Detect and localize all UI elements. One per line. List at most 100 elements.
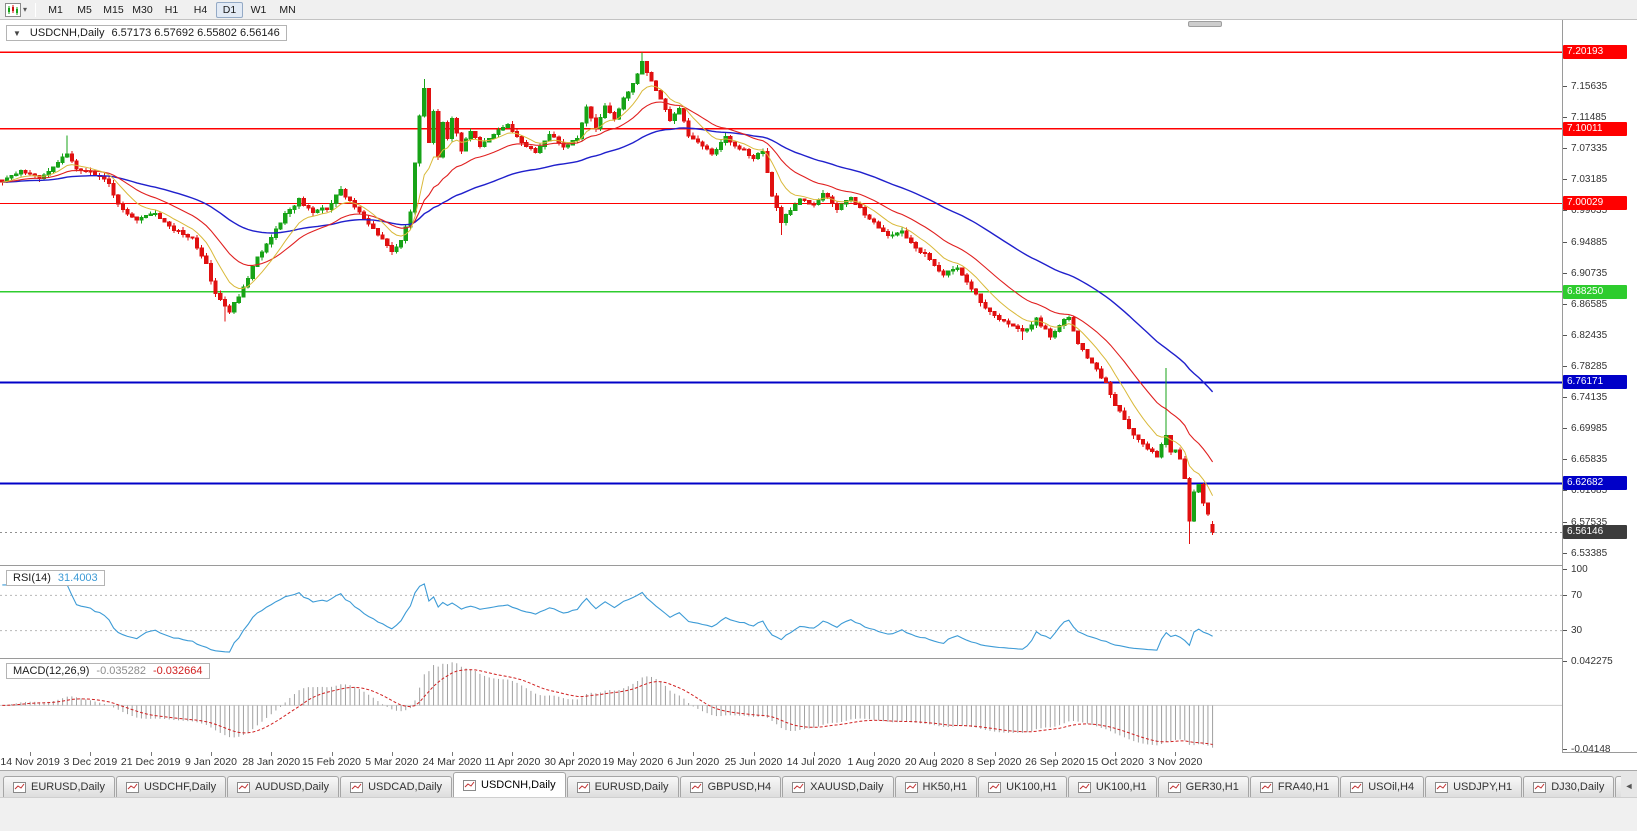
chart-tabs: EURUSD,Daily USDCHF,Daily AUDUSD,Daily USDC… [3,772,1621,797]
time-axis-label: 14 Jul 2020 [786,756,841,768]
chart-tab-dj30-daily[interactable]: DJ30,Daily [1523,776,1615,797]
chart-tab-label: DJ30,Daily [1551,781,1605,793]
candle-body [208,262,214,282]
chart-tab-usoil-h4[interactable]: USOil,H4 [1340,776,1425,797]
candle-body [793,204,798,211]
time-axis-label: 1 Aug 2020 [847,756,901,768]
panel-separator[interactable] [0,565,1637,566]
timeframe-button-m5[interactable]: M5 [77,3,92,16]
rsi-tick-text: 70 [1571,589,1583,601]
price-tick-label: 6.82435 [1563,329,1637,341]
candle-body [28,172,33,175]
chart-tab-usdcad-daily[interactable]: USDCAD,Daily [340,776,453,797]
candle-body [1094,362,1099,370]
candle-body [858,203,863,209]
price-level-tag[interactable]: 6.76171 [1563,375,1627,390]
tab-scroll-left-arrow-icon[interactable]: ◄ [1624,781,1634,791]
timeframe-button-m15[interactable]: M15 [103,3,124,16]
timeframe-button-d1[interactable]: D1 [216,1,244,18]
candle-body [561,142,566,148]
chart-tab-fra40-h1[interactable]: FRA40,H1 [1249,776,1340,797]
timeframe-button-m1[interactable]: M1 [48,3,63,16]
candle-body [1006,320,1011,325]
timeframe-button-h4[interactable]: H4 [193,3,208,16]
price-tick-text: 7.03185 [1571,174,1608,186]
price-tick-mark [1563,428,1567,430]
candle-body [927,252,932,261]
chart-tab-usdjpy-h1[interactable]: USDJPY,H1 [1425,776,1523,797]
time-axis-label: 8 Sep 2020 [967,756,1022,768]
macd-indicator-panel[interactable]: MACD(12,26,9) -0.035282 -0.032664 [0,658,1562,752]
timeframe-button-m30[interactable]: M30 [132,3,153,16]
rsi-indicator-panel[interactable]: RSI(14) 31.4003 [0,565,1562,658]
timeframe-button-mn[interactable]: MN [279,3,296,16]
chart-tab-eurusd-daily[interactable]: EURUSD,Daily [566,776,679,797]
chart-tab-uk100-h1[interactable]: UK100,H1 [1067,776,1157,797]
candle-body [584,106,589,124]
candle-body [918,247,923,253]
price-level-tag[interactable]: 7.20193 [1563,45,1627,60]
chart-tab-uk100-h1[interactable]: UK100,H1 [978,776,1067,797]
price-tick-text: 6.78285 [1571,360,1608,372]
candle-body [14,173,19,176]
price-tick-mark [1563,210,1567,212]
candle-body [709,148,714,155]
price-tick-text: 6.74135 [1571,392,1608,404]
chart-tab-label: USDCNH,Daily [481,779,556,791]
time-tick-mark [632,752,634,756]
macd-main-value: -0.035282 [96,665,146,677]
time-axis-label: 30 Apr 2020 [544,756,601,768]
candlestick-chart-icon[interactable] [5,2,21,17]
candle-body [830,196,835,205]
chart-tab-bar: EURUSD,Daily USDCHF,Daily AUDUSD,Daily USDC… [0,770,1637,797]
candle-body [913,242,918,249]
time-tick-mark [994,752,996,756]
price-tick-mark [1563,179,1567,181]
price-chart-panel[interactable]: ▼ USDCNH,Daily 6.57173 6.57692 6.55802 6… [0,20,1562,565]
price-tick-text: 7.15635 [1571,80,1608,92]
candle-body [932,259,937,266]
chart-tab-china300-h1[interactable]: CHINA300,H1 [1615,776,1621,797]
chart-tab-ger30-h1[interactable]: GER30,H1 [1157,776,1249,797]
price-level-tag[interactable]: 6.62682 [1563,476,1627,491]
price-tick-label: 6.90735 [1563,267,1637,279]
candle-body [32,173,37,176]
candle-body [167,221,172,227]
candle-body [589,106,594,119]
candle-body [1015,325,1020,330]
ma-medium-line [2,101,1214,463]
candle-body [769,171,775,197]
price-chart-canvas[interactable] [0,20,1562,565]
price-level-tag[interactable]: 6.88250 [1563,284,1627,299]
timeframe-button-h1[interactable]: H1 [164,3,179,16]
candle-body [997,314,1002,320]
caret-down-icon[interactable]: ▾ [23,5,28,14]
macd-signal-line [2,669,1213,745]
candle-body [431,110,436,144]
one-click-trading-caret-icon[interactable]: ▼ [13,28,21,38]
panel-separator[interactable] [0,658,1637,659]
candle-body [1108,381,1113,396]
chart-horizontal-scrollbar-thumb[interactable] [1188,21,1222,27]
ma-fast-line [2,85,1214,496]
candle-body [116,194,121,205]
candles [0,52,1215,545]
candle-body [357,206,362,213]
chart-tab-hk50-h1[interactable]: HK50,H1 [894,776,978,797]
chart-tab-usdcnh-daily[interactable]: USDCNH,Daily [453,772,566,797]
price-level-tag[interactable]: 7.10011 [1563,121,1627,136]
candle-body [946,270,951,276]
chart-tab-audusd-daily[interactable]: AUDUSD,Daily [227,776,340,797]
chart-tab-label: UK100,H1 [1095,781,1147,793]
candle-body [922,251,928,254]
chart-tab-xauusd-daily[interactable]: XAUUSD,Daily [782,776,894,797]
chart-tab-gbpusd-h4[interactable]: GBPUSD,H4 [679,776,782,797]
candle-body [130,213,135,218]
price-level-tag[interactable]: 7.00029 [1563,196,1627,211]
time-axis-label: 6 Jun 2020 [667,756,720,768]
timeframe-button-w1[interactable]: W1 [250,3,267,16]
candle-body [593,117,598,129]
chart-tab-eurusd-daily[interactable]: EURUSD,Daily [3,776,115,797]
chart-tab-usdchf-daily[interactable]: USDCHF,Daily [115,776,227,797]
candle-body [148,213,153,216]
